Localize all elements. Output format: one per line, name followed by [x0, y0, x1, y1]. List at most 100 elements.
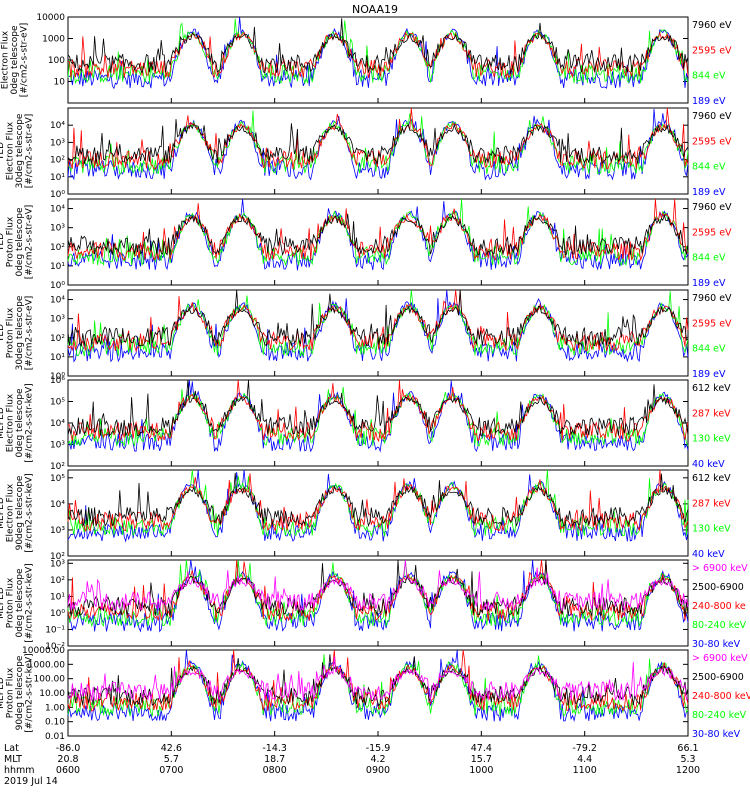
series-trace	[67, 386, 689, 448]
y-tick-label: 10⁴	[50, 121, 65, 131]
x-tick-label: 0800	[263, 765, 287, 776]
x-tick-label: -79.2	[572, 743, 597, 754]
y-tick-label: 10000.00	[22, 646, 65, 656]
y-tick-label: 10⁰	[50, 609, 65, 619]
legend-entry: 7960 eV	[692, 111, 732, 122]
y-tick-label: 10000	[36, 13, 65, 23]
legend-entry: 7960 eV	[692, 293, 732, 304]
y-tick-label: 10⁵	[50, 398, 65, 408]
legend-entry: 189 eV	[692, 187, 726, 198]
y-tick-label: 10⁰	[50, 281, 65, 291]
x-tick-label: -15.9	[366, 743, 391, 754]
x-tick-label: 47.4	[471, 743, 492, 754]
y-label-line: [#/cm2-s-str-eV]	[24, 205, 34, 280]
panel-6: 10² 10³ 10⁴ 10⁵ MEPED Electron Flux 90deg tele…	[0, 469, 731, 562]
y-tick-label: 10¹	[50, 173, 65, 183]
y-label-line: 30deg telescope	[15, 113, 25, 188]
legend-entry: 287 keV	[692, 408, 731, 419]
legend-entry: 189 eV	[692, 96, 726, 107]
y-label-line: 0deg telescope	[15, 207, 25, 277]
x-tick-label: 1200	[676, 765, 700, 776]
x-tick-label: 1100	[573, 765, 597, 776]
series-trace	[67, 289, 689, 353]
panel-8: 0.010.101.0010.00100.001000.0010000.00ME…	[0, 646, 750, 742]
x-tick-label: 0700	[159, 765, 183, 776]
series-trace	[67, 654, 689, 707]
y-tick-label: 10⁴	[50, 419, 65, 429]
y-label-line: Proton Flux	[5, 667, 15, 718]
y-tick-label: 10⁴	[50, 205, 65, 215]
y-tick-label: 10¹	[50, 353, 65, 363]
legend-entry: 844 eV	[692, 162, 726, 173]
y-label-line: Proton Flux	[5, 577, 15, 628]
series-trace	[67, 469, 689, 543]
y-tick-label: 10²	[50, 334, 65, 344]
x-tick-label: 18.7	[264, 754, 285, 765]
legend-entry: 40 keV	[692, 459, 725, 470]
y-tick-label: 10⁰	[50, 372, 65, 382]
legend-entry: 240-800 keV	[692, 691, 750, 702]
legend-entry: 80-240 keV	[692, 620, 747, 631]
y-label-line: Electron Flux	[5, 121, 15, 180]
legend-entry: 189 eV	[692, 278, 726, 289]
x-tick-label: 42.6	[161, 743, 182, 754]
legend-entry: 130 keV	[692, 434, 731, 445]
y-label-line: Electron Flux	[5, 483, 15, 542]
y-label-line: MEPED	[0, 497, 6, 529]
y-label-line: [#/cm2-s-str-keV]	[24, 563, 34, 642]
series-trace	[67, 656, 689, 702]
x-tick-label: -86.0	[56, 743, 81, 754]
y-axis-label: MEPED Proton Flux 90deg telescope [#/cm2-s-…	[0, 653, 34, 732]
y-tick-label: 10⁻¹	[45, 625, 65, 635]
series-trace	[67, 472, 689, 528]
y-tick-label: 100	[48, 56, 65, 66]
legend-entry: 612 keV	[692, 383, 731, 394]
x-tick-label: 5.3	[680, 754, 695, 765]
y-label-line: [#/cm2-s-str-eV]	[24, 296, 34, 371]
y-tick-label: 10²	[50, 156, 65, 166]
x-tick-label: 66.1	[677, 743, 698, 754]
legend-entry: 30-80 keV	[692, 729, 741, 740]
y-label-line: [#/cm2-s-str-keV]	[24, 383, 34, 462]
y-tick-label: 10.00	[39, 689, 65, 699]
series-trace	[67, 119, 689, 165]
legend-entry: 40 keV	[692, 549, 725, 560]
y-tick-label: 1.00	[45, 703, 65, 713]
x-axis-table: LatMLThhmm-86.020.8060042.65.70700-14.31…	[4, 743, 700, 787]
series-trace	[67, 289, 689, 348]
series-trace	[67, 108, 689, 181]
y-tick-label: 0.10	[45, 718, 65, 728]
y-label-line: [#/cm2-s-str-eV]	[24, 114, 34, 189]
panel-frame	[67, 649, 689, 737]
y-label-line: 0deg telescope	[10, 25, 20, 95]
y-label-line: MEPED	[0, 587, 6, 619]
legend-entry: 7960 eV	[692, 202, 732, 213]
y-axis-label: MEPED Proton Flux 0deg telescope [#/cm2-s-s…	[0, 563, 34, 642]
date-label: 2019 Jul 14	[4, 776, 58, 787]
legend-entry: 612 keV	[692, 473, 731, 484]
y-axis-label: TED Proton Flux 30deg telescope [#/cm2-s-st…	[0, 295, 34, 370]
y-tick-label: 10⁴	[50, 500, 65, 510]
y-label-line: 30deg telescope	[15, 295, 25, 370]
series-trace	[67, 18, 689, 85]
legend-entry: 130 keV	[692, 524, 731, 535]
x-tick-label: 0600	[56, 765, 80, 776]
series-trace	[67, 379, 689, 437]
y-tick-label: 10³	[50, 526, 65, 536]
panel-5: 10² 10³ 10⁴ 10⁵ 10⁶ MEPED Electron Flux 0deg te…	[0, 376, 731, 472]
x-tick-label: 0900	[366, 765, 390, 776]
panel-1: 10 100 1000 10000 Electron Flux 0deg telescop…	[1, 13, 733, 107]
y-label-line: Proton Flux	[5, 307, 15, 358]
legend-entry: 2500-6900	[692, 582, 744, 593]
y-axis-label: TED Proton Flux 0deg telescope [#/cm2-s-str…	[0, 205, 34, 280]
series-trace	[67, 379, 689, 443]
y-axis-label: MEPED Electron Flux 90deg telescope [#/cm2-…	[0, 473, 34, 552]
y-label-line: MEPED	[0, 677, 6, 709]
legend-entry: 7960 eV	[692, 20, 732, 31]
series-trace	[67, 649, 689, 712]
y-axis-label: Electron Flux 0deg telescope [#/cm2-s-str-…	[1, 23, 30, 98]
y-tick-label: 0.01	[45, 732, 65, 742]
series-trace	[67, 289, 689, 363]
y-axis-label: TED Electron Flux 30deg telescope [#/cm2-s-…	[0, 113, 34, 188]
